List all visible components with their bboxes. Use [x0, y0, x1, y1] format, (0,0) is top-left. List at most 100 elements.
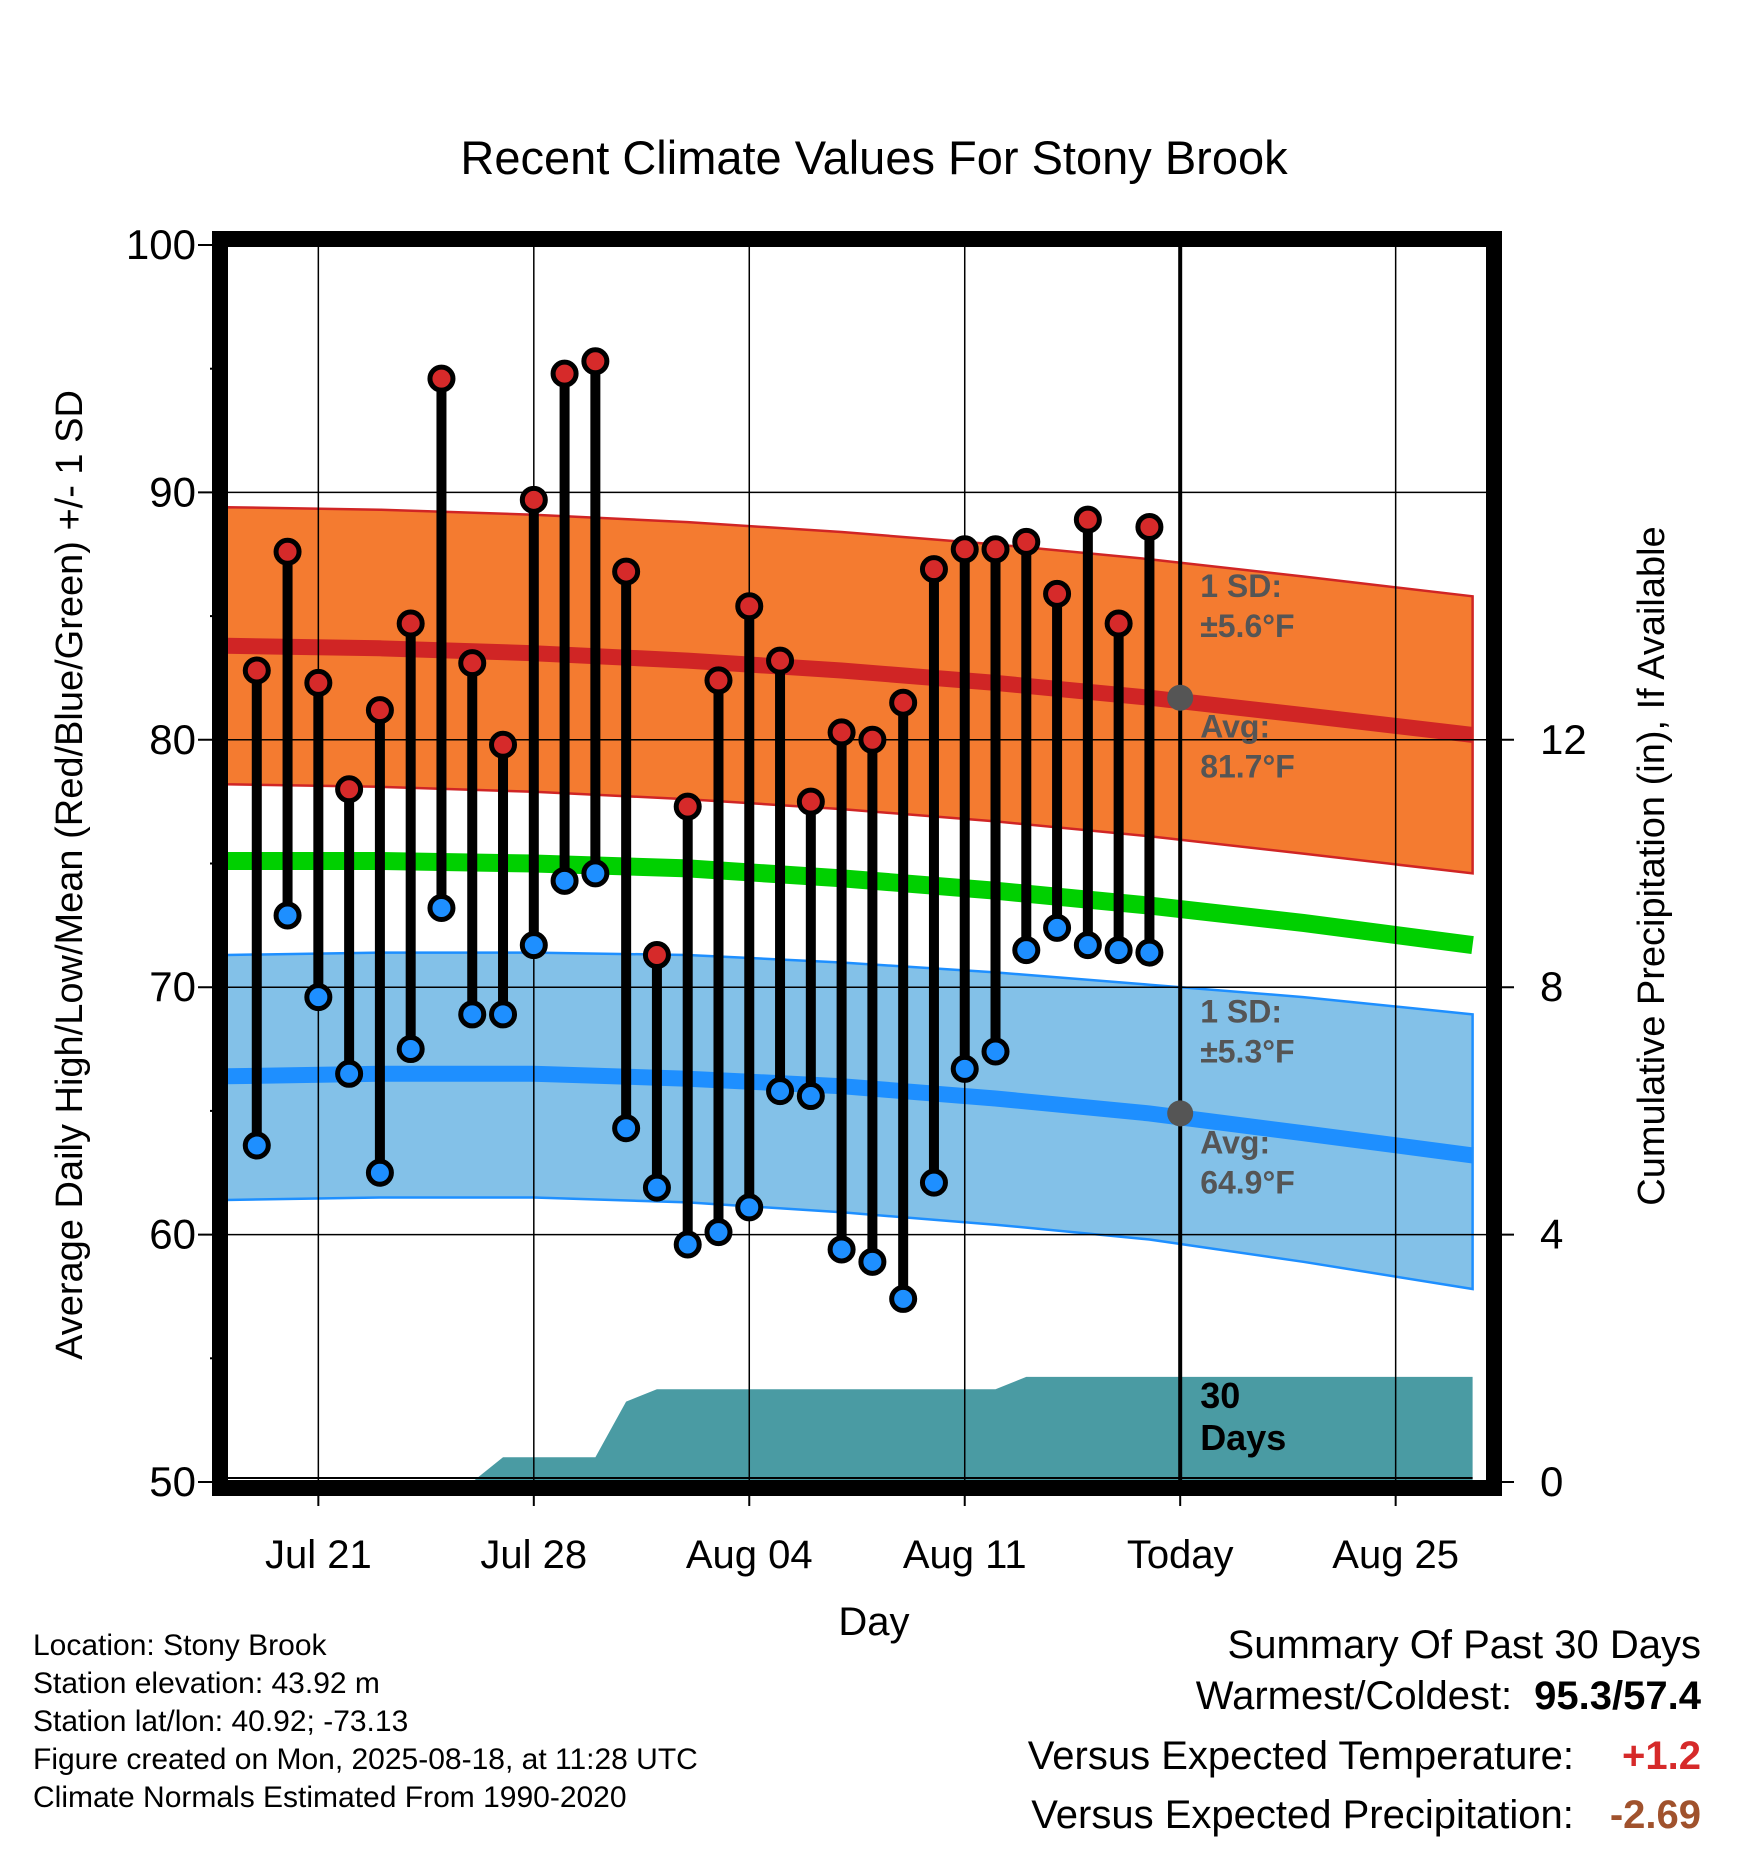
low-point [735, 1193, 764, 1222]
low-point [458, 1000, 487, 1029]
high-sd-label: 1 SD: [1200, 568, 1282, 604]
low-avg-label: Avg: [1200, 1124, 1270, 1160]
y2-tick-label: 4 [1540, 1211, 1563, 1258]
y2-tick-label: 12 [1540, 716, 1587, 763]
low-point [304, 983, 333, 1012]
x-axis-label: Day [838, 1600, 909, 1644]
summary-heading: Summary Of Past 30 Days [1227, 1623, 1701, 1667]
high-point [427, 364, 456, 393]
high-point [335, 775, 364, 804]
high-point [242, 656, 271, 685]
y-tick-label: 60 [149, 1211, 196, 1258]
high-point [489, 730, 518, 759]
low-point [1043, 913, 1072, 942]
station-info: Location: Stony Brook Station elevation:… [33, 1627, 698, 1817]
low-point [1073, 931, 1102, 960]
low-point [1104, 936, 1133, 965]
normals-text: Climate Normals Estimated From 1990-2020 [33, 1781, 627, 1814]
high-point [919, 555, 948, 584]
high-point [704, 666, 733, 695]
summary-panel: Summary Of Past 30 Days Warmest/Coldest:… [1028, 1620, 1701, 1849]
x-tick-label: Aug 04 [686, 1533, 813, 1577]
low-point [1012, 936, 1041, 965]
warm-cold-label: Warmest/Coldest: [1195, 1674, 1513, 1718]
low-avg-value: 64.9°F [1200, 1164, 1295, 1200]
low-point [242, 1131, 271, 1160]
high-point [1135, 513, 1164, 542]
low-point [950, 1054, 979, 1083]
low-avg-marker [1167, 1100, 1194, 1127]
precip-value: -2.69 [1609, 1793, 1701, 1837]
high-point [642, 941, 671, 970]
high-point [981, 535, 1010, 564]
high-point [519, 485, 548, 514]
low-point [981, 1037, 1010, 1066]
high-point [612, 557, 641, 586]
created-text: Figure created on Mon, 2025-08-18, at 11… [33, 1743, 698, 1776]
warm-cold-value: 95.3/57.4 [1534, 1674, 1701, 1718]
low-point [550, 866, 579, 895]
low-point [612, 1114, 641, 1143]
high-sd-value: ±5.6°F [1200, 608, 1294, 644]
temp-row: Versus Expected Temperature: +1.2 [1028, 1731, 1701, 1790]
temp-value: +1.2 [1622, 1734, 1701, 1778]
high-point [858, 725, 887, 754]
low-point [519, 931, 548, 960]
y2-axis-label: Cumulative Precipitation (in), If Availa… [1631, 526, 1673, 1205]
low-point [827, 1235, 856, 1264]
high-point [396, 609, 425, 638]
low-sd-value: ±5.3°F [1200, 1033, 1294, 1069]
x-tick-label: Jul 28 [480, 1533, 587, 1577]
elevation-text: Station elevation: 43.92 m [33, 1667, 380, 1700]
high-point [796, 787, 825, 816]
precip-label: Versus Expected Precipitation: [1031, 1793, 1574, 1837]
high-point [889, 688, 918, 717]
high-point [950, 535, 979, 564]
low-point [858, 1247, 887, 1276]
low-point [1135, 938, 1164, 967]
low-point [396, 1035, 425, 1064]
location-text: Location: Stony Brook [33, 1629, 327, 1662]
high-point [1043, 579, 1072, 608]
y-tick-label: 50 [149, 1458, 196, 1505]
low-point [335, 1059, 364, 1088]
high-avg-label: Avg: [1200, 709, 1270, 745]
low-point [889, 1284, 918, 1313]
y2-tick-label: 8 [1540, 963, 1563, 1010]
chart-title: Recent Climate Values For Stony Brook [460, 131, 1288, 184]
y-tick-label: 100 [126, 221, 196, 268]
high-point [827, 718, 856, 747]
plot-area: 1 SD: ±5.6°F Avg: 81.7°F 1 SD: ±5.3°F Avg: 64.9… [126, 221, 1587, 1577]
x-tick-label: Aug 11 [903, 1533, 1027, 1577]
y-tick-label: 90 [149, 468, 196, 515]
high-point [581, 347, 610, 376]
high-avg-value: 81.7°F [1200, 749, 1295, 785]
low-point [796, 1082, 825, 1111]
high-point [735, 592, 764, 621]
low-point [919, 1168, 948, 1197]
high-avg-marker [1167, 684, 1194, 711]
high-point [1073, 505, 1102, 534]
latlon-text: Station lat/lon: 40.92; -73.13 [33, 1705, 409, 1738]
high-avg-line [225, 637, 1474, 743]
precip-area [226, 1376, 1473, 1482]
high-point [1104, 609, 1133, 638]
low-point [581, 859, 610, 888]
low-point [427, 894, 456, 923]
high-point [550, 359, 579, 388]
high-point [304, 668, 333, 697]
temp-label: Versus Expected Temperature: [1027, 1734, 1575, 1778]
y-tick-label: 80 [149, 716, 196, 763]
low-point [766, 1077, 795, 1106]
x-tick-label: Today [1127, 1533, 1234, 1577]
precip-row: Versus Expected Precipitation: -2.69 [1028, 1790, 1701, 1849]
y-axis-label: Average Daily High/Low/Mean (Red/Blue/Gr… [49, 390, 91, 1360]
high-point [458, 649, 487, 678]
high-point [365, 696, 394, 725]
low-point [642, 1173, 671, 1202]
high-point [273, 537, 302, 566]
y-tick-label: 70 [149, 963, 196, 1010]
low-point [273, 901, 302, 930]
low-point [704, 1218, 733, 1247]
high-point [766, 646, 795, 675]
